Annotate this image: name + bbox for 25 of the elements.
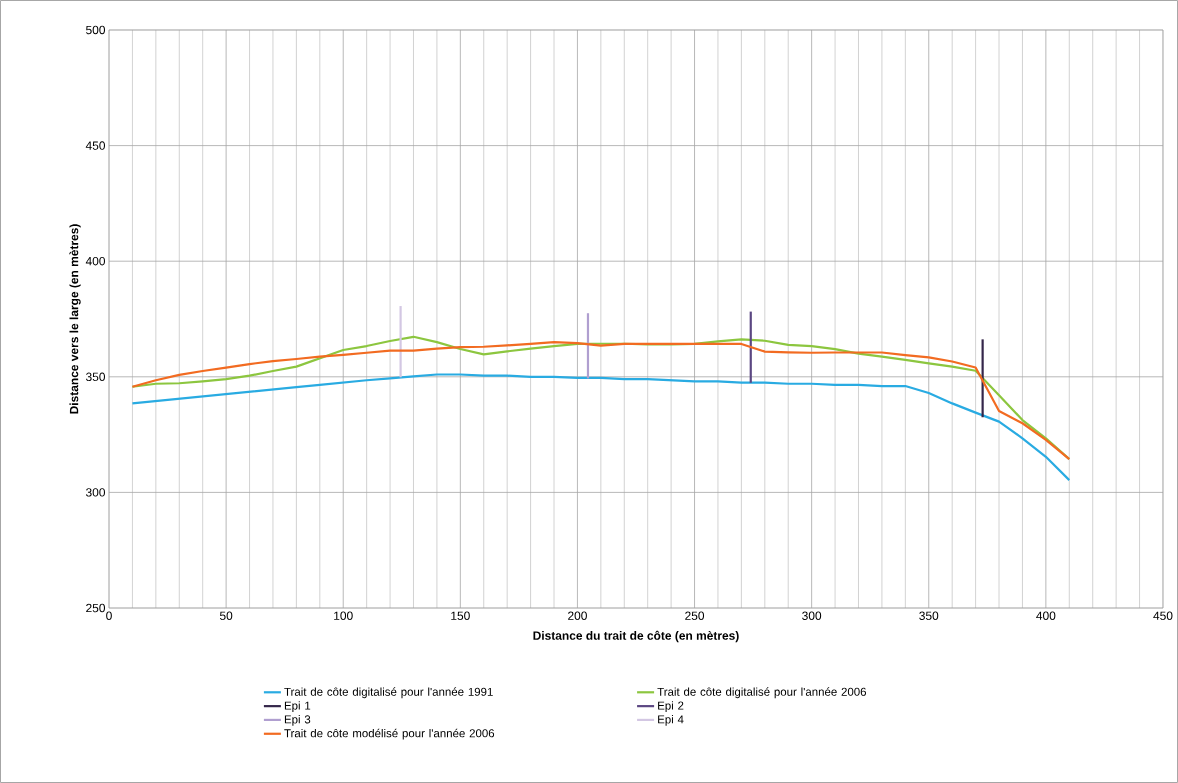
y-tick-label: 250 [86, 603, 106, 613]
y-tick-label: 300 [85, 488, 106, 497]
y-axis-title: Distance vers le large (en mètres) [69, 224, 81, 414]
legend-label: Trait de côte modélisé pour l'année 2006 [284, 728, 495, 740]
x-tick-label: 300 [802, 611, 822, 620]
x-axis-title: Distance du trait de côte (en mètres) [533, 630, 739, 643]
x-tick-label: 400 [1036, 611, 1056, 620]
legend-label: Epi 4 [658, 715, 684, 726]
x-tick-label: 0 [106, 611, 112, 620]
x-tick-label: 100 [334, 611, 353, 620]
legend-label: Epi 3 [284, 715, 311, 726]
x-tick-label: 450 [1153, 611, 1173, 620]
x-tick-label: 150 [451, 611, 470, 620]
x-tick-label: 200 [568, 611, 587, 620]
y-tick-label: 450 [85, 141, 106, 150]
y-tick-label: 350 [85, 372, 106, 382]
y-tick-label: 500 [86, 25, 106, 35]
x-tick-label: 250 [685, 611, 705, 620]
x-tick-label: 50 [219, 611, 233, 620]
x-tick-label: 350 [919, 611, 939, 620]
legend-label: Trait de côte digitalisé pour l'année 1991 [284, 687, 493, 699]
legend-label: Epi 1 [284, 701, 311, 712]
y-tick-label: 400 [85, 256, 106, 266]
legend-label: Epi 2 [658, 701, 684, 712]
legend-label: Trait de côte digitalisé pour l'année 2006 [657, 687, 867, 699]
